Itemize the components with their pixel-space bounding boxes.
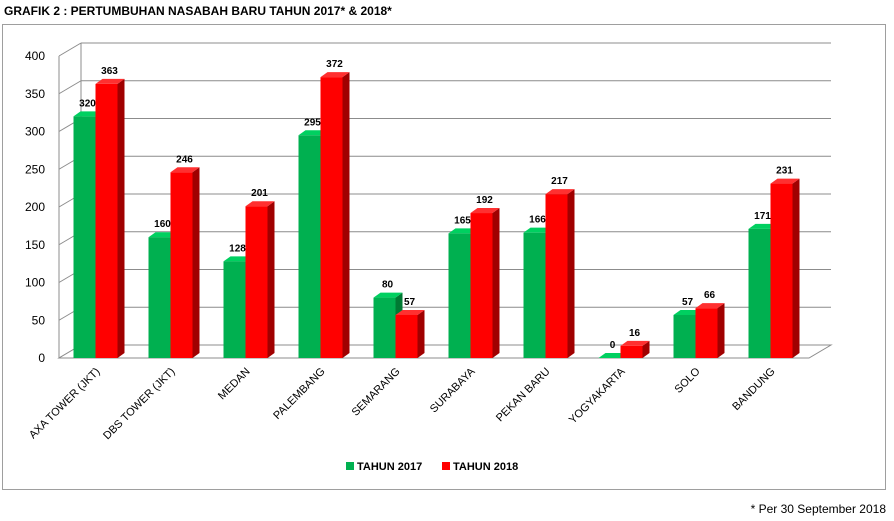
x-tick-label: MEDAN xyxy=(216,366,253,403)
data-label-2018: 201 xyxy=(251,188,268,199)
bar-2017 xyxy=(748,228,771,358)
y-tick-label: 150 xyxy=(25,238,45,252)
data-label-2018: 217 xyxy=(551,176,568,187)
bar-2018 xyxy=(695,308,718,358)
x-tick-label: BANDUNG xyxy=(730,366,777,413)
bar-2017-top xyxy=(673,309,703,315)
data-label-2018: 57 xyxy=(404,297,416,308)
bar-2018-side xyxy=(717,303,725,358)
bar-2017 xyxy=(373,297,396,358)
bar-2018 xyxy=(245,206,268,358)
data-label-2017: 166 xyxy=(529,215,546,226)
bar-2017 xyxy=(523,232,546,358)
data-label-2017: 57 xyxy=(682,297,694,308)
y-tick-label: 250 xyxy=(25,162,45,176)
chart-frame: 0 50 100 150 200 250 300 350 400 320 363 AXA TOWER … xyxy=(2,24,886,490)
data-label-2017: 160 xyxy=(154,219,171,230)
bar-2018-side xyxy=(267,201,275,358)
bar-2018-side xyxy=(192,167,200,358)
bar-2017 xyxy=(448,233,471,358)
bar-2017-top xyxy=(298,130,328,136)
bar-2018-top xyxy=(320,72,350,78)
chart-title: GRAFIK 2 : PERTUMBUHAN NASABAH BARU TAHU… xyxy=(4,4,392,18)
bar-2018-top xyxy=(770,178,800,184)
legend-label-2017: TAHUN 2017 xyxy=(357,461,422,473)
data-label-2018: 66 xyxy=(704,290,716,301)
y-tick-label: 0 xyxy=(38,351,45,365)
data-label-2017: 295 xyxy=(304,117,321,128)
bar-2018-top xyxy=(245,201,275,207)
bar-2018 xyxy=(545,194,568,358)
bar-2018-side xyxy=(567,189,575,358)
bar-2018-side xyxy=(642,340,650,358)
bar-2017-top xyxy=(148,232,178,238)
bar-2018 xyxy=(620,345,643,358)
x-tick-label: DBS TOWER (JKT) xyxy=(101,366,177,442)
bar-2017 xyxy=(148,237,171,358)
legend-label-2018: TAHUN 2018 xyxy=(453,461,518,473)
y-tick-label: 100 xyxy=(25,276,45,290)
bar-2018 xyxy=(470,213,493,358)
y-tick-label: 50 xyxy=(32,313,46,327)
bar-2017-top xyxy=(748,223,778,229)
y-tick-label: 400 xyxy=(25,49,45,63)
bar-2018-side xyxy=(492,208,500,358)
bar-2018-top xyxy=(470,208,500,214)
data-label-2018: 16 xyxy=(629,328,641,339)
bar-2018-top xyxy=(695,303,725,309)
bar-2018-side xyxy=(417,309,425,358)
bar-2018 xyxy=(170,172,193,358)
bar-2017-top xyxy=(448,228,478,234)
bar-2018-top xyxy=(545,189,575,195)
y-tick-label: 350 xyxy=(25,87,45,101)
y-tick-label: 300 xyxy=(25,125,45,139)
bar-2018-top xyxy=(620,340,650,346)
bar-2017-top xyxy=(223,256,253,262)
bar-2018 xyxy=(770,183,793,358)
gridline-depth xyxy=(58,42,82,57)
data-label-2017: 171 xyxy=(754,211,771,222)
bar-2017 xyxy=(223,261,246,358)
legend-swatch-2017 xyxy=(346,462,354,470)
bar-2017-top xyxy=(73,111,103,117)
bar-2017-top xyxy=(373,292,403,298)
data-label-2017: 0 xyxy=(610,340,616,351)
bar-2018 xyxy=(95,83,118,358)
bar-2018-top xyxy=(170,167,200,173)
bar-2018 xyxy=(395,314,418,358)
x-tick-label: SOLO xyxy=(673,365,703,395)
bar-chart: 0 50 100 150 200 250 300 350 400 320 363 AXA TOWER … xyxy=(25,42,833,473)
gridline-depth xyxy=(58,80,82,95)
bar-2018 xyxy=(320,77,343,358)
data-label-2018: 192 xyxy=(476,195,493,206)
x-tick-label: SEMARANG xyxy=(350,366,403,419)
x-tick-label: PALEMBANG xyxy=(271,366,327,422)
y-tick-label: 200 xyxy=(25,200,45,214)
x-tick-label: PEKAN BARU xyxy=(494,366,553,425)
data-label-2017: 128 xyxy=(229,243,246,254)
bar-2017-top xyxy=(523,227,553,233)
data-label-2018: 231 xyxy=(776,166,793,177)
bar-2017 xyxy=(298,135,321,358)
data-label-2017: 80 xyxy=(382,280,394,291)
data-label-2017: 165 xyxy=(454,215,471,226)
bar-2017 xyxy=(673,314,696,358)
bar-2018-side xyxy=(792,178,800,358)
bar-2018-top xyxy=(395,309,425,315)
legend-swatch-2018 xyxy=(442,462,450,470)
bar-2018-top xyxy=(95,78,125,84)
bar-2018-side xyxy=(117,78,125,358)
x-tick-label: SURABAYA xyxy=(428,365,478,415)
bar-2018-side xyxy=(342,72,350,358)
bar-2017 xyxy=(73,116,96,359)
x-tick-label: AXA TOWER (JKT) xyxy=(27,366,103,442)
data-label-2018: 363 xyxy=(101,66,118,77)
x-tick-label: YOGYAKARTA xyxy=(567,365,628,426)
data-label-2018: 246 xyxy=(176,154,193,165)
data-label-2018: 372 xyxy=(326,59,343,70)
bar-2017-top xyxy=(598,353,628,358)
footnote: * Per 30 September 2018 xyxy=(750,502,886,516)
data-label-2017: 320 xyxy=(79,98,96,109)
